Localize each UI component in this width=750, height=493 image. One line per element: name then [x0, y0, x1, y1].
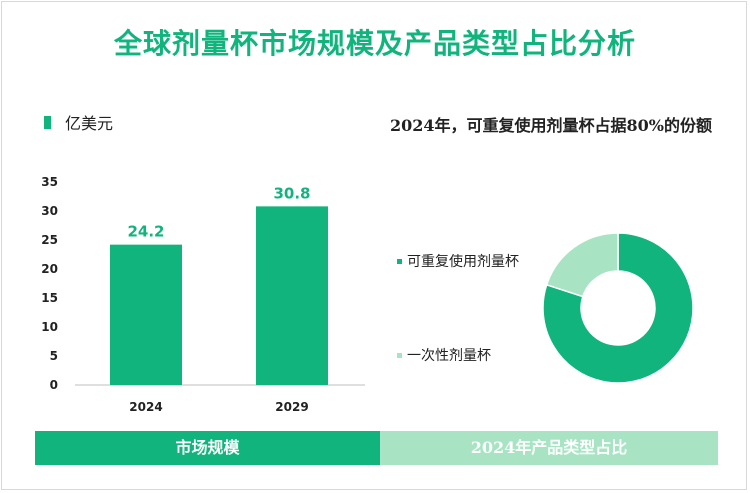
- pie-legend-item-reusable: 可重复使用剂量杯: [397, 251, 519, 271]
- pie-legend-item-disposable: 一次性剂量杯: [397, 345, 491, 365]
- bar-2029: [256, 206, 328, 385]
- y-tick-label: 10: [41, 320, 58, 334]
- y-tick-label: 20: [41, 262, 58, 276]
- footer-market-size: 市场规模: [35, 431, 380, 465]
- bar-2024: [110, 244, 182, 385]
- donut-chart: [542, 232, 694, 384]
- bar-legend-swatch: [44, 115, 51, 129]
- pie-legend-label-disposable: 一次性剂量杯: [407, 348, 491, 364]
- y-tick-label: 0: [50, 378, 58, 392]
- bar-value-label: 24.2: [127, 223, 164, 241]
- pie-legend-label-reusable: 可重复使用剂量杯: [407, 254, 519, 270]
- pie-legend-swatch-disposable: [397, 352, 402, 358]
- bar-legend-label: 亿美元: [65, 114, 114, 133]
- donut-slice-1: [545, 232, 619, 298]
- x-tick-label: 2024: [129, 400, 162, 414]
- donut-slice-0: [542, 232, 694, 384]
- footer-product-share: 2024年产品类型占比: [380, 431, 718, 465]
- bar-legend: 亿美元: [44, 110, 113, 134]
- x-tick-label: 2029: [275, 400, 308, 414]
- page-title: 全球剂量杯市场规模及产品类型占比分析: [113, 27, 636, 60]
- pie-legend-swatch-reusable: [397, 258, 402, 264]
- bar-chart: 0 5 10 15 20 25 30 35 24.2 2024 30.8 2029: [41, 175, 365, 414]
- y-tick-label: 25: [41, 233, 58, 247]
- y-tick-label: 30: [41, 204, 58, 218]
- bar-value-label: 30.8: [273, 184, 310, 202]
- y-tick-label: 15: [41, 291, 58, 305]
- pie-title: 2024年，可重复使用剂量杯占据80%的份额: [390, 116, 713, 135]
- y-tick-label: 35: [41, 175, 58, 189]
- y-tick-label: 5: [50, 349, 58, 363]
